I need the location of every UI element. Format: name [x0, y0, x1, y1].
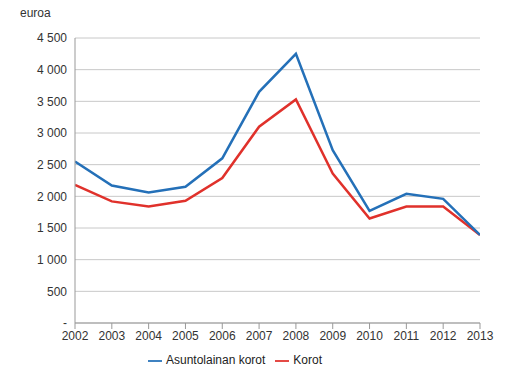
html-text:Korot: Korot	[293, 353, 322, 367]
svg-text:2 000: 2 000	[37, 190, 67, 204]
svg-text:2013: 2013	[467, 329, 494, 343]
svg-text:2009: 2009	[319, 329, 346, 343]
html-text:euroa: euroa	[20, 6, 51, 20]
svg-text:3 500: 3 500	[37, 95, 67, 109]
svg-text:2004: 2004	[135, 329, 162, 343]
svg-text:2002: 2002	[62, 329, 89, 343]
svg-text:4 500: 4 500	[37, 31, 67, 45]
svg-text:3 000: 3 000	[37, 126, 67, 140]
svg-text:1 500: 1 500	[37, 221, 67, 235]
svg-text:2010: 2010	[356, 329, 383, 343]
svg-text:2007: 2007	[246, 329, 273, 343]
html-text:Asuntolainan korot: Asuntolainan korot	[166, 353, 266, 367]
svg-text:2006: 2006	[209, 329, 236, 343]
svg-text:500: 500	[47, 285, 67, 299]
svg-text:4 000: 4 000	[37, 63, 67, 77]
svg-text:1 000: 1 000	[37, 253, 67, 267]
svg-text:-: -	[63, 316, 67, 330]
svg-text:2012: 2012	[430, 329, 457, 343]
svg-text:2 500: 2 500	[37, 158, 67, 172]
svg-text:2008: 2008	[283, 329, 310, 343]
svg-text:2003: 2003	[98, 329, 125, 343]
svg-text:2005: 2005	[172, 329, 199, 343]
svg-text:2011: 2011	[393, 329, 419, 343]
